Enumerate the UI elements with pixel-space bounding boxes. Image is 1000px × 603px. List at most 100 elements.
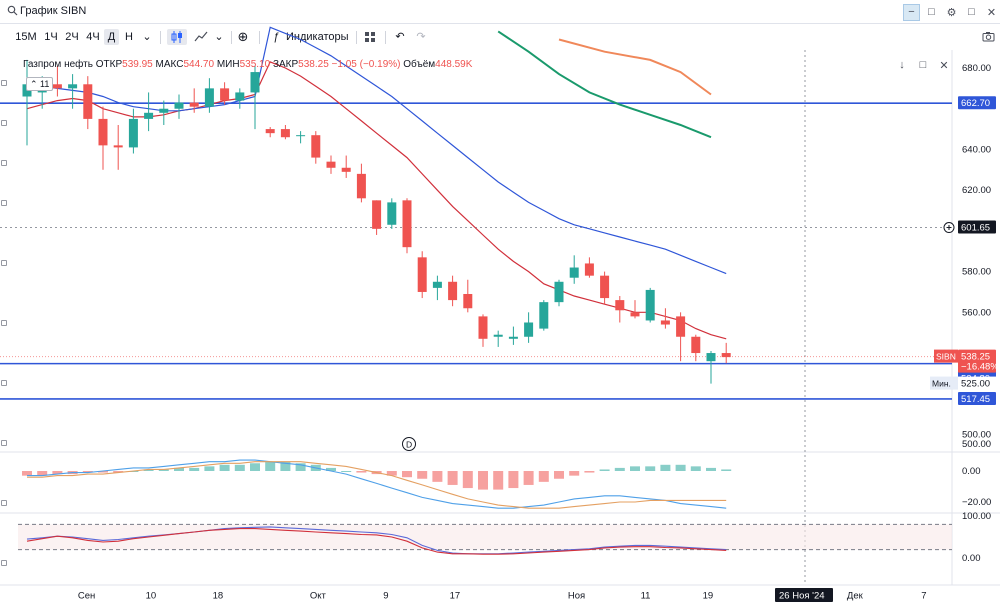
candle-body [189,102,199,107]
zoom-tool[interactable] [1,440,7,446]
toolbar-divider [160,31,161,44]
minimize-button[interactable]: − [903,3,920,21]
brush-tool[interactable] [1,260,7,266]
macd-histogram-bar [37,471,48,476]
timeframe-day[interactable]: Д [104,29,119,45]
magnet-tool[interactable] [1,500,7,506]
crosshair-date-label: 26 Ноя '24 [779,591,825,602]
ohlc-legend: Газпром нефть ОТКР539.95 МАКС544.70 МИН5… [23,59,472,70]
maximize-button[interactable]: □ [963,4,980,21]
candle-body [68,84,78,89]
search-text[interactable]: График SIBN [20,5,87,17]
macd-tick-label: −20.00 [962,497,991,508]
candle-body [660,320,670,325]
indicators-collapse-badge[interactable]: ⌃ 11 [26,77,54,91]
macd-histogram-bar [22,471,32,476]
candle-body [691,336,701,354]
candle-body [721,353,731,358]
ma_slowest-line [558,38,712,96]
min-value: 525.00 [961,379,990,390]
pane-close-button[interactable]: ✕ [935,57,953,73]
candle-body [432,281,442,288]
close-icon: ✕ [939,59,949,72]
macd-histogram-bar [417,471,428,479]
price-tick-label: 500.00 [962,429,991,440]
undo-button[interactable]: ↶ [392,29,408,45]
candle-body [584,263,594,276]
stoch-line [26,528,727,555]
timeframe-2h[interactable]: 2Ч [65,31,79,43]
candle-body [417,257,427,292]
macd-histogram-bar [326,467,336,471]
candle-body [174,102,184,109]
line-type-button[interactable] [191,29,211,45]
redo-button[interactable]: ↷ [413,29,429,45]
search-bar[interactable]: График SIBN − □ ⚙ □ ✕ [0,0,1000,24]
macd-histogram-bar [478,471,488,490]
text-tool[interactable] [1,320,7,326]
macd-histogram-bar [584,471,595,473]
compare-button[interactable]: ⊕ [235,29,251,45]
macd-histogram-bar [158,469,169,471]
restore-button[interactable]: □ [923,4,940,21]
macd-histogram-bar [250,463,260,471]
macd-histogram-bar [98,471,108,473]
measure-tool[interactable] [1,380,7,386]
timeframe-4h[interactable]: 4Ч [86,31,100,43]
price-tag-662: 662.70 [961,98,990,109]
last-price-label: 538.25 [961,352,990,363]
signal-line [27,461,727,509]
maximize-icon: □ [968,6,975,18]
macd-histogram-bar [690,466,701,471]
candle-body [250,72,260,93]
toolbar-divider [259,31,260,44]
open-label: ОТКР [95,59,123,70]
symbol-name[interactable]: Газпром нефть [23,59,93,70]
timeframe-dropdown[interactable]: ⌄ [140,29,154,45]
candle-body [296,135,306,137]
timeframe-week[interactable]: Н [125,31,133,43]
gear-icon: ⚙ [946,6,957,19]
price-tag-517: 517.45 [961,394,990,405]
lock-tool[interactable] [1,560,7,566]
candle-body [326,161,336,168]
chart-type-dropdown[interactable]: ⌄ [212,29,226,45]
macd-histogram-bar [447,471,458,485]
dividend-marker [402,437,416,451]
macd-histogram-bar [234,464,245,471]
macd-histogram-bar [721,469,732,471]
candle-body [235,92,245,101]
macd-histogram-bar [341,471,352,472]
timeframe-15m[interactable]: 15М [15,31,37,43]
screenshot-button[interactable] [980,29,996,45]
grid-icon [365,32,375,42]
close-button[interactable]: ✕ [983,4,1000,21]
indicators-button[interactable]: ƒ [268,29,284,45]
macd-histogram-bar [113,471,124,473]
pane-maximize-button[interactable]: □ [914,57,932,73]
toolbar: 15М 1Ч 2Ч 4Ч Д Н ⌄ ⌄ ⊕ ƒ Индикаторы ↶ ↷ [0,25,1000,49]
macd-histogram-bar [462,471,473,489]
candles-type-button[interactable] [167,29,187,45]
close-value: 538.25 [298,59,329,70]
fib-tool[interactable] [1,160,7,166]
candle-body [204,88,214,107]
pane-down-button[interactable]: ↓ [893,57,911,73]
plus-circle-icon: ⊕ [237,29,249,44]
candle-body [372,200,382,229]
cursor-tool[interactable] [1,80,7,86]
candle-body [356,173,366,199]
timeframe-1h[interactable]: 1Ч [44,31,58,43]
oscillator-tick-label: 0.00 [962,553,981,564]
candle-body [52,84,62,89]
pattern-tool[interactable] [1,200,7,206]
macd-histogram-bar [265,461,276,471]
layout-button[interactable] [362,29,378,45]
macd-histogram-bar [174,467,184,471]
candle-body [402,200,412,248]
settings-button[interactable]: ⚙ [943,4,960,21]
trendline-tool[interactable] [1,120,7,126]
macd-histogram-bar [569,471,580,476]
macd-histogram-bar [599,469,610,471]
